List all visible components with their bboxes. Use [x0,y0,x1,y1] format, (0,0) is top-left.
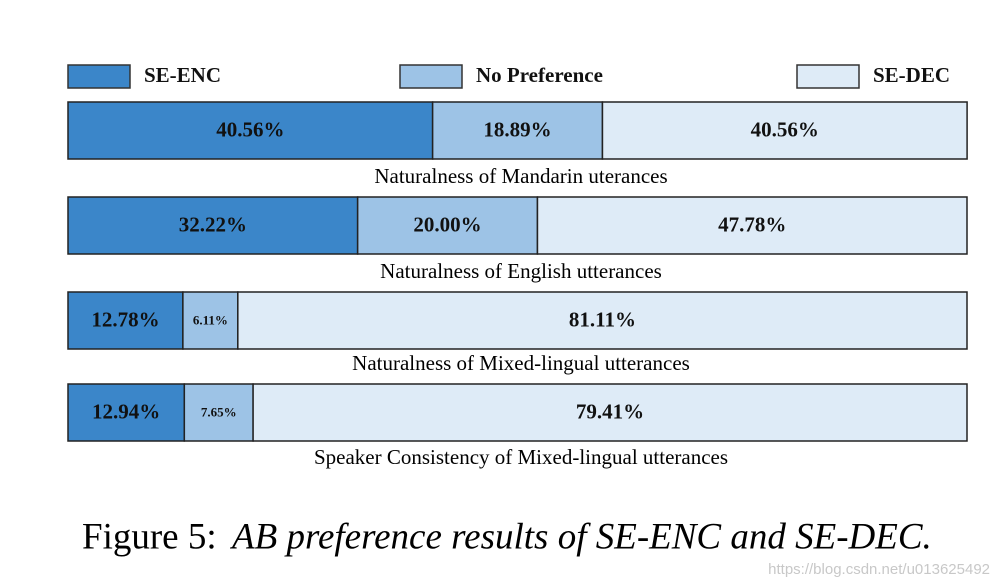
caption-label: Figure 5: [82,516,217,557]
bar-segment [536,196,968,255]
category-label: Naturalness of English utterances [380,259,662,283]
caption: AB preference results of SE-ENC and SE-D… [229,516,932,557]
bar-segment [67,196,359,255]
data-label: 79.41% [576,399,644,423]
data-label: 12.78% [91,307,159,331]
data-label: 7.65% [201,404,237,419]
data-label: 81.11% [569,307,636,331]
data-label: 47.78% [718,212,786,236]
bar-segment [67,101,434,160]
legend-label: SE-DEC [873,63,950,87]
bar-segment [67,383,186,442]
legend-swatch [399,64,463,89]
bar-segment [356,196,539,255]
watermark: https://blog.csdn.net/u013625492 [768,561,990,578]
bar-segment [601,101,968,160]
data-label: 32.22% [179,212,247,236]
data-label: 40.56% [216,117,284,141]
data-label: 40.56% [751,117,819,141]
bar-segment [67,291,184,350]
data-label: 6.11% [193,312,228,327]
legend-label: SE-ENC [144,63,221,87]
legend-swatch [67,64,131,89]
data-label: 20.00% [413,212,481,236]
bar-segment [431,101,604,160]
bar-segment [237,291,968,350]
category-label: Speaker Consistency of Mixed-lingual utt… [314,445,728,469]
data-label: 18.89% [483,117,551,141]
data-label: 12.94% [92,399,160,423]
bar-segment [252,383,968,442]
category-label: Naturalness of Mixed-lingual utterances [352,351,690,375]
legend-swatch [796,64,860,89]
legend-label: No Preference [476,63,603,87]
category-label: Naturalness of Mandarin uterances [374,164,667,188]
bar-segment [182,291,239,350]
